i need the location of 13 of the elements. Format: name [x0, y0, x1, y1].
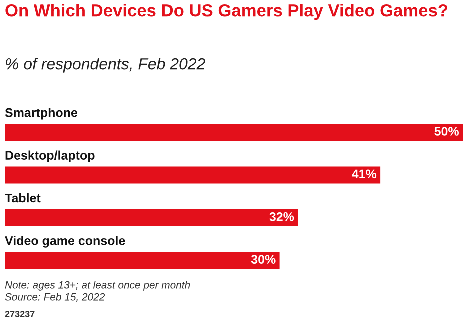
text: 273237: [5, 311, 35, 318]
y-tick-label: Video game console: [5, 236, 126, 248]
chart-subtitle: % of respondents, Feb 2022: [6, 58, 206, 73]
chart-title: On Which Devices Do US Gamers Play Video Games?: [6, 4, 448, 20]
source-note: Source: Feb 15, 2022: [5, 293, 106, 302]
y-tick-label: Smartphone: [5, 108, 78, 120]
data-label: 41%: [352, 170, 377, 179]
y-tick-label: Desktop/laptop: [6, 150, 95, 162]
data-label: 32%: [270, 212, 294, 222]
text: Note: ages 13+; at least once per month: [5, 281, 190, 291]
y-tick-label: Tablet: [5, 193, 41, 203]
data-label: 50%: [434, 127, 460, 136]
data-label: 30%: [251, 255, 276, 264]
